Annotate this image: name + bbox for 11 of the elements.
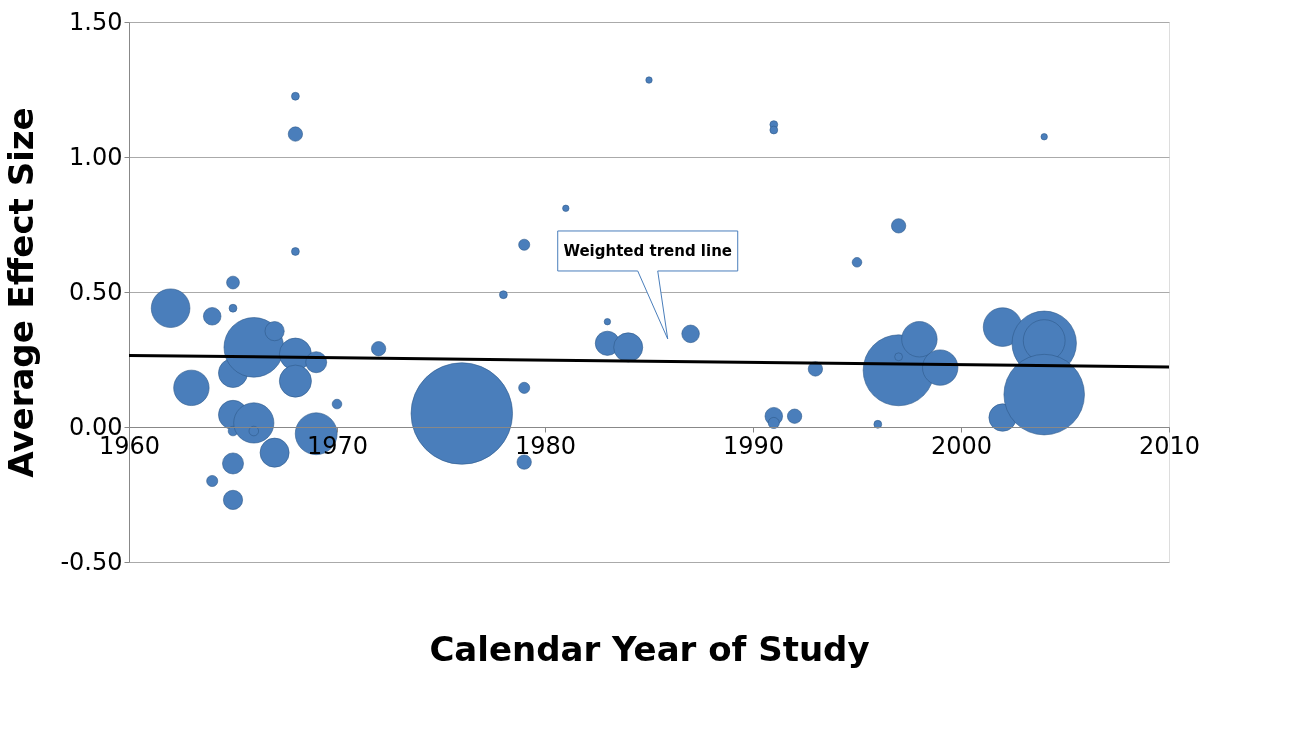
y-tick-label: 1.50 [69,7,123,36]
x-tick-label: 2000 [930,431,993,460]
y-axis-title: Average Effect Size [1,107,42,478]
y-tick-label: 1.00 [69,142,123,171]
x-axis-title: Calendar Year of Study [429,628,870,669]
annotation: Weighted trend line [563,241,732,260]
y-tick-label: 0.50 [69,277,123,306]
y-tick-label: -0.50 [60,547,123,576]
x-tick-label: 1990 [722,431,785,460]
x-tick-label: 1980 [514,431,577,460]
x-tick-label: 2010 [1138,431,1201,460]
